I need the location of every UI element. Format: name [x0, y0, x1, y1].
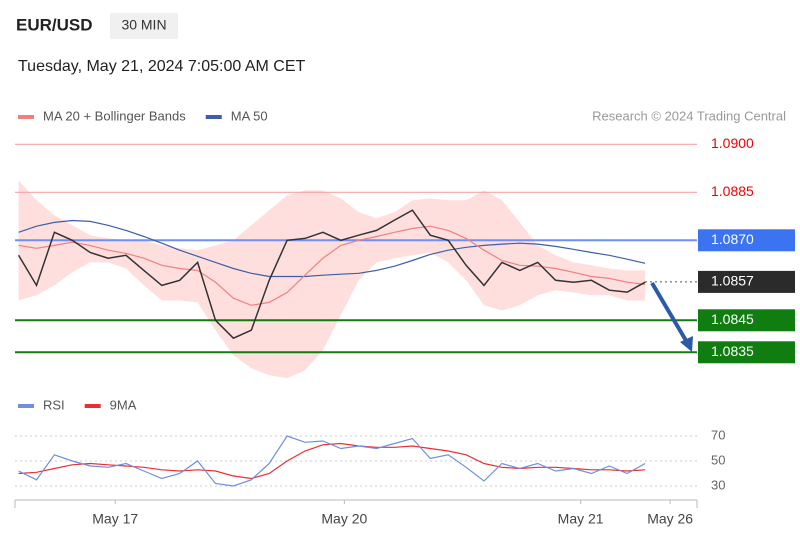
arrow-head — [680, 336, 693, 352]
date: Tuesday, May 21, 2024 7:05:00 AM CET — [18, 58, 305, 75]
level-label: 1.0857 — [711, 273, 754, 289]
level-box — [698, 309, 795, 332]
arrow — [650, 281, 690, 346]
series-line — [18, 225, 646, 306]
legend-label: RSI — [43, 397, 65, 412]
x-tick-label: May 20 — [321, 511, 367, 527]
credit: Research © 2024 Trading Central — [592, 108, 786, 123]
legend-label: MA 20 + Bollinger Bands — [43, 108, 186, 123]
x-tick-label: May 17 — [92, 511, 138, 527]
level-box — [698, 229, 795, 252]
interval-box — [110, 13, 178, 39]
legend-label: 9MA — [110, 397, 137, 412]
level-label: 1.0900 — [711, 135, 754, 151]
level-label: 1.0835 — [711, 343, 754, 359]
plot: 1.0900 1.0885 1.0870 1.0857 1.0845 1.0835 MA 2… — [15, 108, 795, 527]
interval: 30 MIN — [121, 17, 166, 33]
level-label: 1.0885 — [711, 183, 754, 199]
y-tick-label: 50 — [711, 452, 725, 467]
series-line — [18, 435, 646, 487]
symbol: EUR/USD — [16, 15, 93, 34]
y-tick-label: 70 — [711, 427, 725, 442]
bollinger-band — [18, 180, 646, 379]
level-box — [698, 270, 795, 293]
level-label: 1.0845 — [711, 311, 754, 327]
legend-label: MA 50 — [231, 108, 268, 123]
series-line — [17, 209, 646, 340]
series-line — [18, 219, 646, 278]
symbol-box — [14, 13, 105, 39]
level-box — [698, 341, 795, 364]
level-label: 1.0870 — [711, 231, 754, 247]
x-tick-label: May 21 — [558, 511, 604, 527]
x-tick-label: May 26 — [647, 511, 693, 527]
y-tick-label: 30 — [711, 477, 725, 492]
